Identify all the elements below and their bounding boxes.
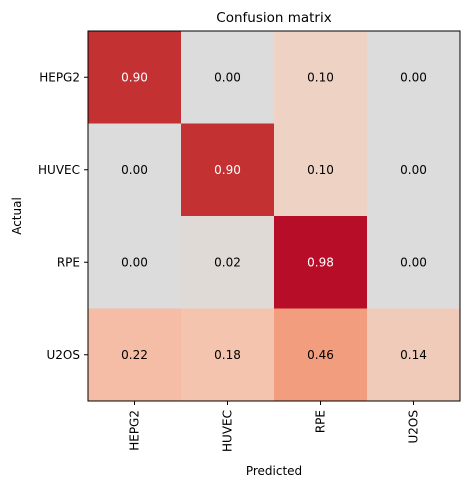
cell-value-label: 0.00	[121, 163, 148, 177]
cell-value-label: 0.46	[307, 348, 334, 362]
y-tick-label-huvec: HUVEC	[38, 163, 80, 177]
heatmap-cell-hepg2-huvec	[181, 31, 275, 124]
cell-value-label: 0.18	[214, 348, 241, 362]
cell-value-label: 0.02	[214, 255, 241, 269]
plot-frame	[87, 30, 461, 402]
cell-value-label: 0.10	[307, 163, 334, 177]
cell-value-label: 0.00	[400, 255, 427, 269]
cell-value-label: 0.10	[307, 70, 334, 84]
heatmap-cell-huvec-hepg2	[88, 123, 182, 217]
cell-value-label: 0.90	[214, 163, 241, 177]
x-axis-label: Predicted	[246, 464, 302, 478]
heatmap-cell-hepg2-u2os	[367, 31, 461, 124]
heatmap-cells	[88, 31, 461, 402]
x-tick-label-huvec: HUVEC	[221, 410, 235, 452]
heatmap-cell-rpe-hepg2	[88, 216, 182, 309]
x-tick-label-u2os: U2OS	[407, 410, 421, 443]
y-tick-label-u2os: U2OS	[47, 348, 80, 362]
cell-value-label: 0.00	[214, 70, 241, 84]
chart-title: Confusion matrix	[216, 10, 331, 26]
heatmap-cell-u2os-rpe	[274, 308, 368, 402]
heatmap-cell-labels: 0.90 0.00 0.10 0.00 0.00 0.90 0.10 0.00 0.00 0.02…	[121, 70, 427, 362]
cell-value-label: 0.90	[121, 70, 148, 84]
cell-value-label: 0.14	[400, 348, 427, 362]
heatmap-cell-huvec-rpe	[274, 123, 368, 217]
cell-value-label: 0.98	[307, 255, 334, 269]
x-tick-label-rpe: RPE	[314, 410, 328, 433]
cell-value-label: 0.00	[400, 70, 427, 84]
y-tick-label-hepg2: HEPG2	[39, 70, 80, 84]
heatmap-cell-u2os-u2os	[367, 308, 461, 402]
heatmap-cell-u2os-huvec	[181, 308, 275, 402]
heatmap-cell-huvec-huvec	[181, 123, 275, 217]
heatmap-cell-hepg2-rpe	[274, 31, 368, 124]
heatmap-cell-rpe-huvec	[181, 216, 275, 309]
heatmap-cell-hepg2-hepg2	[88, 31, 182, 124]
y-axis-ticks: HEPG2 HUVEC RPE U2OS	[38, 70, 88, 362]
cell-value-label: 0.00	[400, 163, 427, 177]
heatmap-cell-rpe-u2os	[367, 216, 461, 309]
heatmap-cell-huvec-u2os	[367, 123, 461, 217]
y-axis-label: Actual	[10, 197, 24, 235]
x-tick-label-hepg2: HEPG2	[128, 410, 142, 451]
x-axis-ticks: HEPG2 HUVEC RPE U2OS	[128, 401, 421, 452]
cell-value-label: 0.22	[121, 348, 148, 362]
heatmap-cell-rpe-rpe	[274, 216, 368, 309]
cell-value-label: 0.00	[121, 255, 148, 269]
heatmap-cell-u2os-hepg2	[88, 308, 182, 402]
y-tick-label-rpe: RPE	[57, 255, 80, 269]
